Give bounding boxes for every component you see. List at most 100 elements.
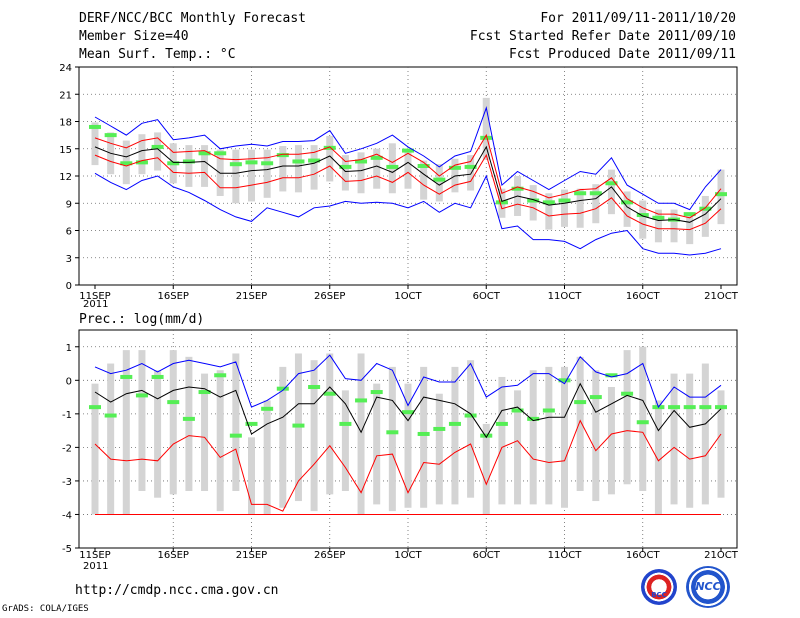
prec-x-tick-label: 1OCT [394, 550, 422, 561]
prec-spread-box [279, 366, 287, 508]
prec-spread-box [717, 390, 725, 498]
temp-climatology-marker [448, 165, 461, 170]
prec-spread-box [545, 366, 553, 505]
prec-mean-line [94, 382, 722, 439]
prec-y-tick-label: 1 [66, 343, 72, 354]
prec-x-tick-label: 26SEP [314, 550, 345, 561]
prec-spread-box [498, 376, 506, 505]
temp-spread-box [670, 209, 678, 243]
source-url[interactable]: http://cmdp.ncc.cma.gov.cn [75, 583, 279, 598]
prec-climatology-marker [276, 386, 289, 391]
prec-climatology-marker [683, 405, 696, 410]
temp-spread-box [294, 145, 302, 193]
prec-spread-box [686, 373, 694, 508]
temp-climatology-marker [135, 160, 148, 165]
prec-climatology-marker [464, 413, 477, 418]
temp-climatology-marker [683, 212, 696, 217]
prec-y-tick-label: -1 [62, 410, 72, 421]
ncc-logo: NCC [686, 566, 730, 608]
prec-spread-box [341, 390, 349, 491]
temp-spread-box [717, 169, 725, 225]
temp-spread-box [607, 169, 615, 215]
prec-spread-box [420, 366, 428, 508]
temp-climatology-marker [151, 144, 164, 149]
temp-climatology-marker [120, 161, 133, 166]
prec-spread-box [451, 366, 459, 505]
prec-spread-box [185, 356, 193, 491]
prec-spread-box [216, 370, 224, 512]
prec-climatology-marker [151, 374, 164, 379]
prec-climatology-marker [135, 393, 148, 398]
prec-spread-box [138, 350, 146, 491]
temp-max-line [94, 106, 722, 211]
temp-y-tick-label: 21 [59, 90, 72, 101]
prec-climatology-marker [621, 391, 634, 396]
temp-y-tick-label: 15 [59, 145, 72, 156]
prec-spread-box [169, 350, 177, 495]
prec-lower-line [94, 419, 722, 512]
temp-x-tick-label: 11SEP [79, 291, 110, 302]
prec-spread-box [154, 370, 162, 498]
prec-x-tick-label: 21OCT [704, 550, 739, 561]
prec-y-tick-label: -2 [62, 443, 72, 454]
temp-climatology-marker [527, 198, 540, 203]
temp-spread-box [420, 160, 428, 200]
prec-x-year-label: 2011 [83, 561, 108, 572]
prec-spread-box [670, 373, 678, 505]
prec-climatology-marker [668, 405, 681, 410]
prec-climatology-marker [386, 430, 399, 435]
prec-climatology-marker [448, 421, 461, 426]
prec-x-tick-label: 16OCT [626, 550, 661, 561]
temp-spread-box [279, 146, 287, 192]
temp-climatology-marker [715, 192, 727, 197]
temp-spread-box [248, 149, 255, 202]
temp-spread-box [654, 209, 662, 243]
temp-climatology-marker [167, 161, 180, 166]
temp-climatology-marker [229, 162, 242, 167]
temp-climatology-marker [308, 158, 321, 163]
temp-climatology-marker [464, 164, 477, 169]
prec-climatology-marker [229, 433, 242, 438]
prec-spread-box [404, 383, 412, 508]
temp-climatology-marker [511, 186, 524, 191]
temp-spread-box [529, 185, 537, 221]
prec-spread-box [467, 360, 475, 498]
prec-climatology-marker [699, 405, 712, 410]
prec-x-tick-label: 21SEP [236, 550, 267, 561]
temp-spread-box [185, 145, 193, 187]
temp-spread-box [154, 132, 162, 171]
prec-spread-box [107, 363, 115, 515]
temp-upper-line [94, 133, 722, 219]
prec-spread-box [232, 353, 240, 491]
temp-climatology-marker [589, 191, 602, 196]
temp-spread-box [326, 136, 334, 182]
temp-spread-box [310, 145, 318, 190]
temp-spread-box [639, 200, 647, 239]
prec-spread-box [435, 393, 443, 505]
prec-climatology-marker [605, 373, 618, 378]
temp-y-tick-label: 6 [66, 227, 72, 238]
prec-spread-box [592, 370, 600, 502]
temp-spread-box [341, 155, 349, 191]
prec-spread-box [701, 363, 709, 505]
prec-climatology-marker [480, 433, 493, 438]
prec-climatology-marker [589, 395, 602, 400]
temp-climatology-marker [245, 160, 258, 165]
temp-x-tick-label: 11OCT [548, 291, 583, 302]
temp-climatology-marker [339, 164, 352, 169]
prec-climatology-marker [261, 406, 274, 411]
prec-y-tick-label: 0 [66, 376, 72, 387]
prec-climatology-marker [339, 421, 352, 426]
grads-credit: GrADS: COLA/IGES [2, 604, 89, 614]
prec-spread-box [561, 366, 568, 508]
prec-y-tick-label: -4 [62, 510, 72, 521]
prec-climatology-marker [558, 378, 571, 383]
temp-climatology-marker [417, 164, 430, 169]
temp-spread-box [201, 145, 209, 187]
forecast-produced-label: Fcst Produced Date 2011/09/11 [509, 47, 736, 62]
temp-climatology-marker [652, 215, 665, 220]
prec-climatology-marker [715, 405, 727, 410]
temp-y-tick-label: 3 [66, 254, 72, 265]
temp-x-year-label: 2011 [83, 299, 108, 310]
prec-climatology-marker [495, 421, 508, 426]
